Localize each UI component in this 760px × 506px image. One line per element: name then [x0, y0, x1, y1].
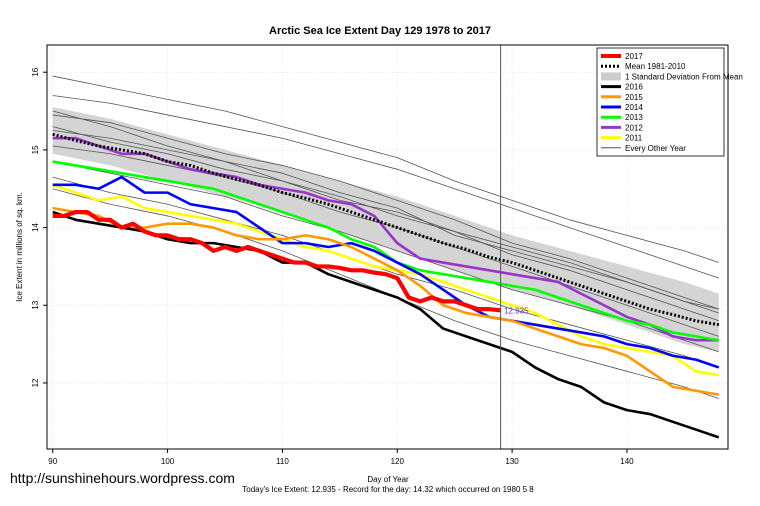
- series-line-2014: [52, 175, 720, 369]
- chart-series: [52, 75, 720, 439]
- x-tick-label: 140: [620, 457, 634, 466]
- footer-text: Today's Ice Extent: 12.935 - Record for …: [242, 485, 534, 494]
- legend-label: 2014: [625, 103, 643, 112]
- plot-frame: [46, 44, 729, 450]
- series-line-2013: [52, 160, 720, 342]
- series-line-2017: [52, 209, 501, 313]
- legend-label: Every Other Year: [625, 144, 686, 153]
- legend-label: 2015: [625, 93, 643, 102]
- watermark-url: http://sunshinehours.wordpress.com: [10, 470, 235, 486]
- y-tick-label: 12: [31, 378, 40, 387]
- y-axis-label: Ice Extent in millions of sq. km.: [15, 192, 24, 302]
- chart-title: Arctic Sea Ice Extent Day 129 1978 to 20…: [269, 25, 491, 37]
- y-tick-label: 14: [31, 223, 40, 232]
- legend-swatch: [601, 72, 621, 81]
- x-tick-label: 130: [505, 457, 519, 466]
- series-line-every-other-year: [52, 130, 719, 310]
- x-axis-label: Day of Year: [367, 475, 409, 484]
- legend-label: 2016: [625, 83, 643, 92]
- chart-annotations: 12.935: [500, 45, 529, 449]
- x-tick-label: 100: [161, 457, 175, 466]
- series-line-mean-1981-2010: [52, 132, 720, 327]
- y-axis: 12 13 14 15 16: [31, 67, 47, 387]
- legend-label: Mean 1981-2010: [625, 62, 686, 71]
- legend-label: 2017: [625, 52, 643, 61]
- series-line-every-other-year: [52, 176, 719, 368]
- series-line-every-other-year: [52, 95, 719, 279]
- legend-label: 1 Standard Deviation From Mean: [625, 72, 743, 81]
- x-axis: 90 100 110 120 130 140: [48, 449, 634, 466]
- series-line-every-other-year: [52, 75, 719, 263]
- series-line-2016: [52, 210, 720, 439]
- x-tick-label: 90: [48, 457, 57, 466]
- y-tick-label: 15: [31, 145, 40, 154]
- x-tick-label: 120: [391, 457, 405, 466]
- current-value-label: 12.935: [504, 306, 529, 315]
- y-tick-label: 16: [31, 67, 40, 76]
- x-tick-label: 110: [276, 457, 289, 466]
- series-line-every-other-year: [52, 126, 719, 322]
- series-line-2012: [52, 136, 719, 342]
- legend-label: 2011: [625, 134, 643, 143]
- series-line-2015: [52, 206, 720, 396]
- legend-label: 2012: [625, 123, 643, 132]
- series-line-2011: [52, 183, 720, 377]
- y-tick-label: 13: [31, 300, 40, 309]
- legend-label: 2013: [625, 113, 643, 122]
- series-line-every-other-year: [52, 114, 719, 310]
